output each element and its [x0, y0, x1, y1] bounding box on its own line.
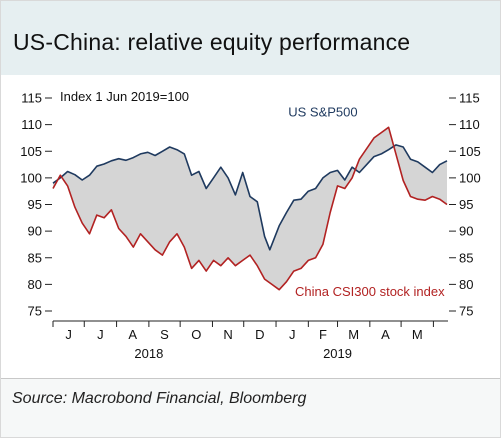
y-tick-label-left: 80 [28, 277, 42, 292]
y-tick-label-left: 85 [28, 250, 42, 265]
x-month-label: M [412, 327, 423, 342]
y-tick-label-left: 95 [28, 197, 42, 212]
y-tick-label-right: 105 [459, 144, 481, 159]
y-tick-label-right: 110 [459, 117, 480, 132]
series-label-china-csi300: China CSI300 stock index [295, 284, 445, 299]
x-month-label: A [128, 327, 137, 342]
series-lines-layer [52, 126, 448, 291]
y-tick-label-right: 100 [459, 170, 481, 185]
y-tick-label-right: 95 [459, 197, 473, 212]
x-month-label: J [289, 327, 296, 342]
y-tick-label-left: 90 [28, 224, 42, 239]
x-month-label: D [255, 327, 264, 342]
chart-subtitle: Index 1 Jun 2019=100 [60, 89, 189, 104]
x-month-label: O [191, 327, 201, 342]
y-tick-label-left: 115 [21, 91, 42, 106]
line-chart: 75 75 80 80 85 85 90 90 95 95 100 100 105 105 110 110 11… [20, 89, 480, 362]
series-line-china-csi300 [52, 126, 448, 291]
series-line-us-sp500 [52, 144, 448, 251]
chart-area: 75 75 80 80 85 85 90 90 95 95 100 100 105 105 110 110 11… [1, 75, 500, 378]
x-month-label: J [97, 327, 104, 342]
x-month-label: F [319, 327, 327, 342]
x-month-label: S [160, 327, 169, 342]
x-year-label: 2018 [134, 346, 163, 361]
y-tick-label-left: 105 [20, 144, 42, 159]
axes-layer: 75 75 80 80 85 85 90 90 95 95 100 100 105 105 110 110 11… [20, 91, 480, 362]
x-month-label: J [65, 327, 72, 342]
x-month-label: M [348, 327, 359, 342]
spread-fill-layer [53, 127, 447, 290]
x-month-label: A [381, 327, 390, 342]
x-month-label: N [223, 327, 232, 342]
y-tick-label-right: 115 [459, 91, 480, 106]
spread-fill-area [53, 127, 447, 290]
x-year-label: 2019 [323, 346, 352, 361]
y-tick-label-left: 75 [28, 304, 42, 319]
title-bar: US-China: relative equity performance [1, 1, 500, 75]
y-tick-label-right: 80 [459, 277, 473, 292]
chart-title: US-China: relative equity performance [13, 29, 411, 55]
y-tick-label-left: 100 [20, 170, 42, 185]
y-tick-label-right: 85 [459, 250, 473, 265]
series-label-us-sp500: US S&P500 [288, 105, 357, 120]
source-note: Source: Macrobond Financial, Bloomberg [12, 390, 307, 407]
y-tick-label-right: 90 [459, 224, 473, 239]
y-tick-label-left: 110 [21, 117, 42, 132]
y-tick-label-right: 75 [459, 304, 473, 319]
source-divider [1, 378, 500, 379]
series-labels-layer: US S&P500 China CSI300 stock index [288, 105, 445, 299]
